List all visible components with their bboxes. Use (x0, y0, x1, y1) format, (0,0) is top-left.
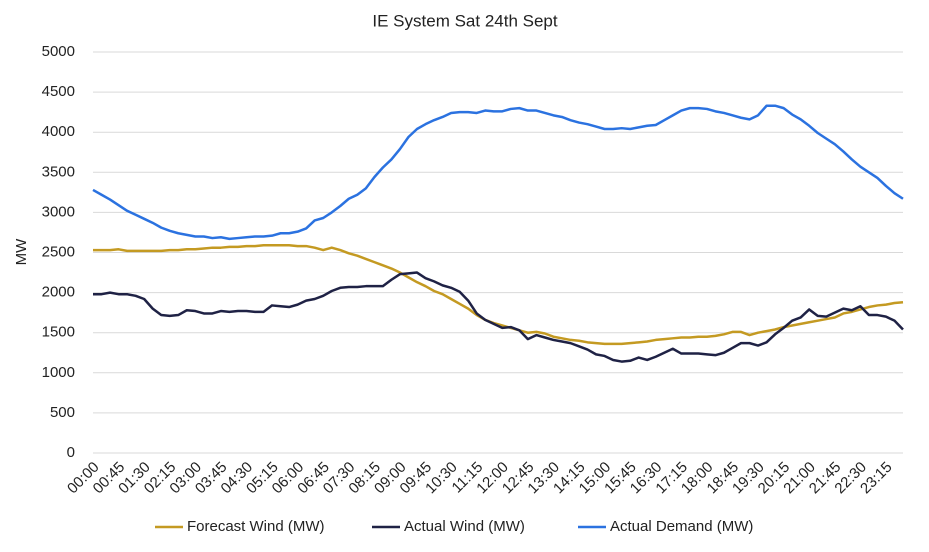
chart-title: IE System Sat 24th Sept (372, 11, 557, 30)
y-tick-label: 4000 (42, 123, 75, 140)
y-tick-label: 2500 (42, 243, 75, 260)
y-tick-label: 1000 (42, 364, 75, 381)
series-line (93, 244, 904, 346)
y-tick-label: 500 (50, 404, 75, 421)
legend-label: Actual Demand (MW) (610, 518, 753, 535)
y-tick-label: 4500 (42, 83, 75, 100)
y-tick-label: 2000 (42, 284, 75, 301)
y-tick-label: 0 (67, 444, 75, 461)
y-tick-label: 3500 (42, 163, 75, 180)
y-tick-label: 5000 (42, 43, 75, 60)
y-tick-label: 1500 (42, 324, 75, 341)
series-line (92, 104, 904, 241)
y-tick-label: 3000 (42, 203, 75, 220)
y-axis-label: MW (13, 238, 30, 265)
legend-label: Forecast Wind (MW) (187, 518, 325, 535)
series-line (93, 271, 904, 363)
legend-label: Actual Wind (MW) (404, 518, 525, 535)
